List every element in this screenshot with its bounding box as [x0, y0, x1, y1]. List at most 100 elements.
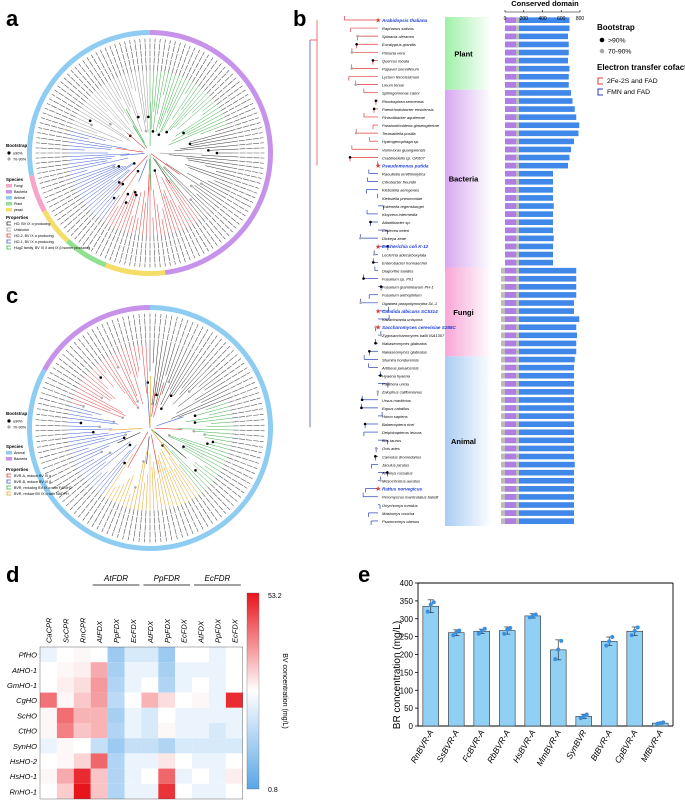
leaf-label-line — [36, 163, 69, 169]
tree-branch — [171, 394, 226, 419]
bootstrap-dot — [182, 131, 185, 135]
species-name: Camelus dromedarius — [382, 454, 421, 459]
heatmap-cell — [225, 647, 243, 663]
domain-bar-linker — [501, 372, 505, 379]
bootstrap-dot — [203, 433, 206, 436]
heatmap-row-label: HsHO-2 — [10, 757, 38, 766]
tree-branch — [101, 86, 130, 125]
bootstrap-dot — [165, 130, 168, 134]
tree-branch — [117, 432, 141, 444]
species-name: Klebsiella aerogenes — [382, 188, 419, 193]
domain-bar-fmn — [505, 372, 574, 379]
heatmap-cell — [56, 647, 74, 663]
legend-item-label: BVR-B, reduce BV IX β — [14, 480, 51, 484]
tree-branch — [188, 167, 228, 183]
cofactor-item-0: 2Fe-2S and FAD — [607, 78, 658, 85]
tree-branch — [202, 104, 217, 116]
ring-segment — [42, 209, 70, 243]
tree-branch — [73, 166, 119, 186]
domain-bar-linker — [516, 170, 519, 177]
domain-bar-fmn — [505, 259, 553, 266]
species-name: Fusarium graminearum PH-1 — [382, 285, 434, 290]
domain-bar-fad — [505, 251, 516, 258]
domain-bar-fmn — [505, 170, 553, 177]
domain-bar-fmn — [505, 405, 574, 411]
leaf-label-line — [144, 235, 147, 268]
heatmap-row-label: CgHO — [16, 696, 37, 705]
leaf-label-line — [232, 429, 265, 432]
bootstrap-dot — [207, 149, 210, 152]
domain-bar-linker — [516, 453, 519, 460]
tree-branch — [90, 182, 120, 211]
domain-bar-linker — [501, 453, 505, 460]
data-point — [527, 615, 532, 620]
properties-title-c: Properties — [6, 467, 29, 472]
leaf-label-line — [119, 232, 129, 264]
leaf-label-line — [54, 198, 82, 217]
species-name: Lycium ferocissimum — [382, 75, 420, 80]
data-point — [479, 628, 484, 633]
tree-branch — [164, 166, 210, 211]
tree-branch — [161, 356, 193, 409]
tree-branch — [133, 346, 140, 372]
domain-bar-linker — [516, 348, 519, 355]
tree-branch — [169, 435, 228, 458]
domain-bar-linker — [516, 154, 519, 161]
x-tick-label: HsBVR-A — [511, 728, 538, 765]
domain-bar-fad — [505, 195, 516, 201]
domain-bar-fmn — [505, 429, 574, 436]
leaf-label-line — [78, 217, 99, 243]
tree-branch — [146, 381, 151, 428]
domain-bar-linker — [501, 461, 505, 468]
tree-branch — [83, 179, 114, 202]
domain-bar-fad — [505, 421, 516, 427]
domain-bar-linker — [516, 219, 519, 225]
domain-bar-fmn — [505, 356, 575, 363]
domain-bar-fad — [505, 292, 516, 298]
bootstrap-dot — [368, 349, 371, 353]
domain-bar-fmn — [505, 73, 569, 80]
bootstrap-dot — [369, 220, 372, 224]
tree-branch — [107, 356, 139, 408]
tree-branch — [154, 170, 173, 233]
tree-branch — [154, 431, 187, 459]
domain-bar-linker — [501, 292, 505, 298]
tree-branch — [145, 345, 149, 383]
leaf-label-line — [185, 227, 200, 257]
heatmap-cell — [90, 662, 108, 678]
heatmap-cell — [225, 707, 243, 723]
heatmap-cell — [124, 753, 142, 769]
domain-bar-linker — [516, 292, 519, 298]
leaf-label-line — [231, 137, 264, 143]
tree-branch — [73, 120, 123, 142]
tree-branch — [67, 145, 111, 150]
tree-branch — [170, 358, 196, 396]
tree-branch — [204, 380, 219, 391]
tree-branch — [170, 354, 189, 390]
leaf-label-line — [220, 367, 248, 385]
species-swatch — [6, 190, 12, 194]
leaf-label-line — [173, 318, 184, 349]
tree-branch — [67, 421, 81, 424]
tree-branch — [162, 445, 199, 495]
domain-bar-linker — [516, 494, 519, 500]
bar-chart-ylabel: BR concentration (mg/L) — [392, 621, 403, 729]
data-point — [661, 720, 666, 725]
heatmap-cell — [107, 662, 125, 678]
tree-branch — [207, 443, 230, 450]
heatmap-cell — [90, 738, 108, 754]
species-name: Ogataea parapolymorpha DL-1 — [382, 301, 437, 306]
leaf-label-line — [231, 408, 263, 415]
heatmap-row-label: CtHO — [18, 727, 37, 736]
bootstrap-dot — [122, 436, 126, 440]
species-name: Ovis aries — [382, 446, 400, 451]
tree-branch — [125, 108, 145, 144]
leaf-label-line — [122, 508, 131, 540]
bootstrap-dot — [136, 400, 139, 403]
bootstrap-dot — [116, 365, 120, 369]
heatmap-cell — [90, 768, 108, 784]
heatmap-row-labels: PfHO AtHO-1 GmHO-1 CgHO ScHO CtHO SynHO HsHO-2 H… — [7, 651, 38, 797]
domain-bar-fmn — [505, 33, 568, 40]
leaf-label-line — [47, 377, 77, 392]
